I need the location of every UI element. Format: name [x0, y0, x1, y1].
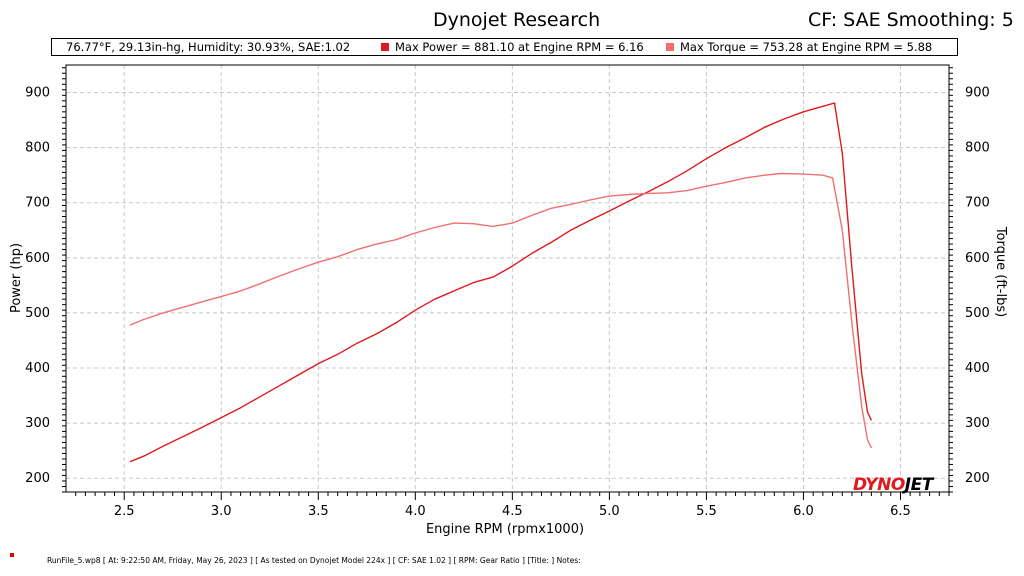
- y2-tick-label: 600: [965, 251, 990, 266]
- x-tick-label: 5.0: [599, 504, 620, 519]
- y2-tick-label: 700: [965, 196, 990, 211]
- max-torque-text: Max Torque = 753.28 at Engine RPM = 5.88: [680, 40, 933, 54]
- torque-legend-swatch: [666, 43, 674, 51]
- app-title: Dynojet Research: [433, 9, 601, 31]
- power-curve: [129, 102, 873, 463]
- y-tick-label: 400: [25, 361, 50, 376]
- y2-tick-label: 800: [965, 141, 990, 156]
- run-info-bar: 76.77°F, 29.13in-hg, Humidity: 30.93%, S…: [51, 38, 958, 56]
- x-tick-label: 6.5: [890, 504, 911, 519]
- y-tick-label: 300: [25, 416, 50, 431]
- run-file-footer: RunFile_5.wp8 [ At: 9:22:50 AM, Friday, …: [47, 556, 581, 565]
- y-tick-label: 500: [25, 306, 50, 321]
- x-tick-label: 4.5: [502, 504, 523, 519]
- y-tick-label: 600: [25, 251, 50, 266]
- torque-curve: [129, 172, 873, 449]
- x-tick-label: 3.0: [211, 504, 232, 519]
- plot-frame: [65, 64, 950, 493]
- y-tick-label: 700: [25, 196, 50, 211]
- y-tick-label: 800: [25, 141, 50, 156]
- conditions-text: 76.77°F, 29.13in-hg, Humidity: 30.93%, S…: [66, 40, 351, 54]
- y2-tick-label: 500: [965, 306, 990, 321]
- dynojet-logo: DYNOJET: [853, 475, 933, 495]
- power-legend-swatch: [381, 43, 389, 51]
- x-tick-label: 4.0: [405, 504, 426, 519]
- grid-lines: [66, 65, 949, 492]
- data-series: [129, 102, 873, 463]
- y2-tick-label: 200: [965, 471, 990, 486]
- y-tick-label: 200: [25, 471, 50, 486]
- x-tick-label: 2.5: [114, 504, 135, 519]
- tick-labels: 2.5 3.0 3.5 4.0 4.5 5.0 5.5 6.0 6.5 200 200 300 300 4…: [25, 86, 990, 519]
- max-power-text: Max Power = 881.10 at Engine RPM = 6.16: [395, 40, 644, 54]
- y2-tick-label: 300: [965, 416, 990, 431]
- x-tick-label: 6.0: [793, 504, 814, 519]
- correction-factor-title: CF: SAE Smoothing: 5: [808, 9, 1014, 31]
- x-tick-label: 3.5: [308, 504, 329, 519]
- x-tick-label: 5.5: [696, 504, 717, 519]
- footer-marker-icon: [10, 553, 14, 557]
- y2-axis-label: Torque (ft-lbs): [993, 226, 1008, 317]
- axis-ticks: [62, 67, 953, 500]
- y-axis-label: Power (hp): [9, 243, 24, 313]
- y-tick-label: 900: [25, 86, 50, 101]
- x-axis-label: Engine RPM (rpmx1000): [426, 522, 584, 537]
- y2-tick-label: 400: [965, 361, 990, 376]
- y2-tick-label: 900: [965, 86, 990, 101]
